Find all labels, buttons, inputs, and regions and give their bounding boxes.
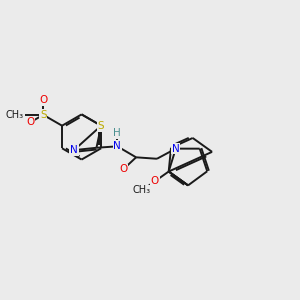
Text: N: N [172,144,180,154]
Text: N: N [113,141,121,151]
Text: S: S [40,110,46,120]
Text: CH₃: CH₃ [133,185,151,195]
Text: N: N [70,145,78,155]
Text: S: S [98,121,104,131]
Text: O: O [151,176,159,186]
Text: O: O [119,164,127,175]
Text: O: O [39,95,47,105]
Text: H: H [113,128,121,138]
Text: CH₃: CH₃ [5,110,23,120]
Text: O: O [26,117,34,128]
